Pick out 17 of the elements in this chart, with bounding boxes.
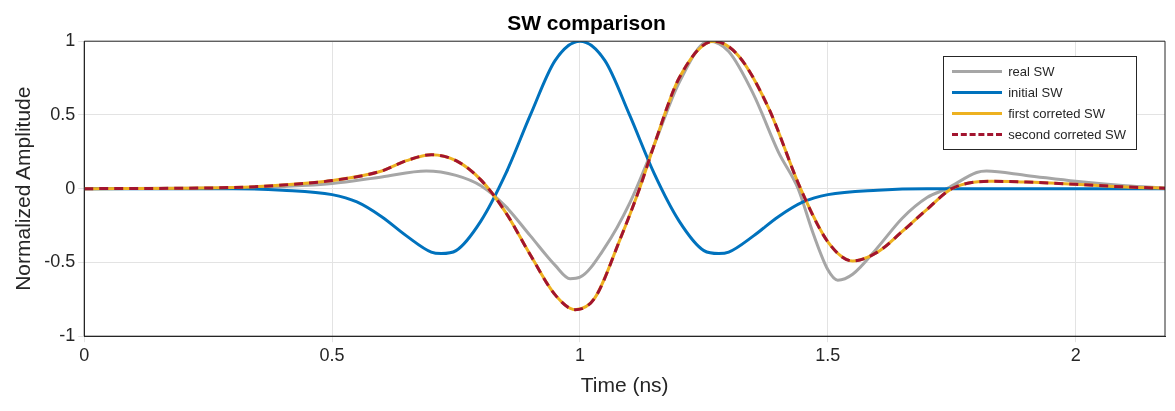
legend-label: real SW <box>1008 64 1055 80</box>
x-tick-label: 1.5 <box>815 344 841 365</box>
x-tick-label: 0.5 <box>319 344 345 365</box>
y-tick-label: -0.5 <box>44 251 76 272</box>
legend-label: initial SW <box>1008 85 1063 101</box>
y-tick-label: 0 <box>65 177 76 198</box>
x-axis-title: Time (ns) <box>580 373 669 397</box>
legend-label: first correted SW <box>1008 106 1106 122</box>
y-axis-title: Normalized Amplitude <box>11 86 35 291</box>
y-tick-label: 0.5 <box>50 103 76 124</box>
x-tick-label: 0 <box>79 344 90 365</box>
chart-title: SW comparison <box>507 11 666 35</box>
x-tick-label: 2 <box>1070 344 1081 365</box>
y-tick-label: -1 <box>59 325 76 346</box>
legend-label: second correted SW <box>1008 127 1126 143</box>
x-tick-label: 1 <box>574 344 585 365</box>
y-tick-label: 1 <box>65 30 76 51</box>
